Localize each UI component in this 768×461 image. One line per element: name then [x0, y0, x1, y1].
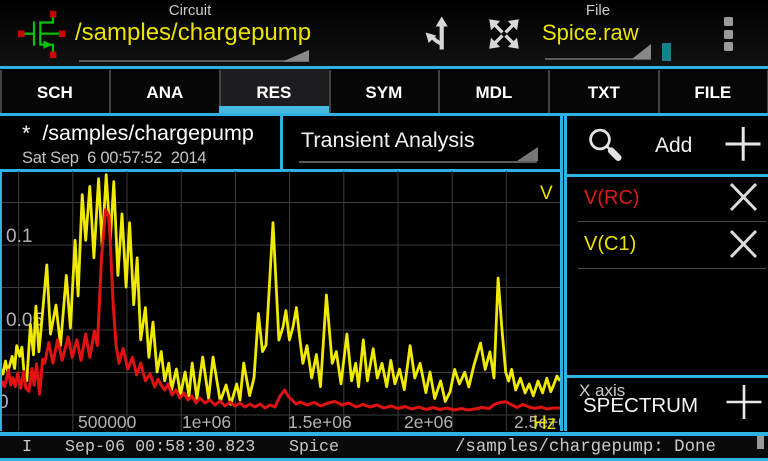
svg-text:0: 0 [0, 392, 9, 413]
svg-text:0.1: 0.1 [6, 226, 32, 247]
svg-text:500000: 500000 [78, 412, 137, 431]
svg-text:V: V [540, 183, 553, 204]
svg-text:2.5e+06: 2.5e+06 [514, 412, 560, 431]
svg-text:Hz: Hz [533, 413, 556, 431]
svg-text:1.5e+06: 1.5e+06 [288, 412, 352, 431]
svg-text:1e+06: 1e+06 [182, 412, 231, 431]
svg-text:2e+06: 2e+06 [404, 412, 453, 431]
